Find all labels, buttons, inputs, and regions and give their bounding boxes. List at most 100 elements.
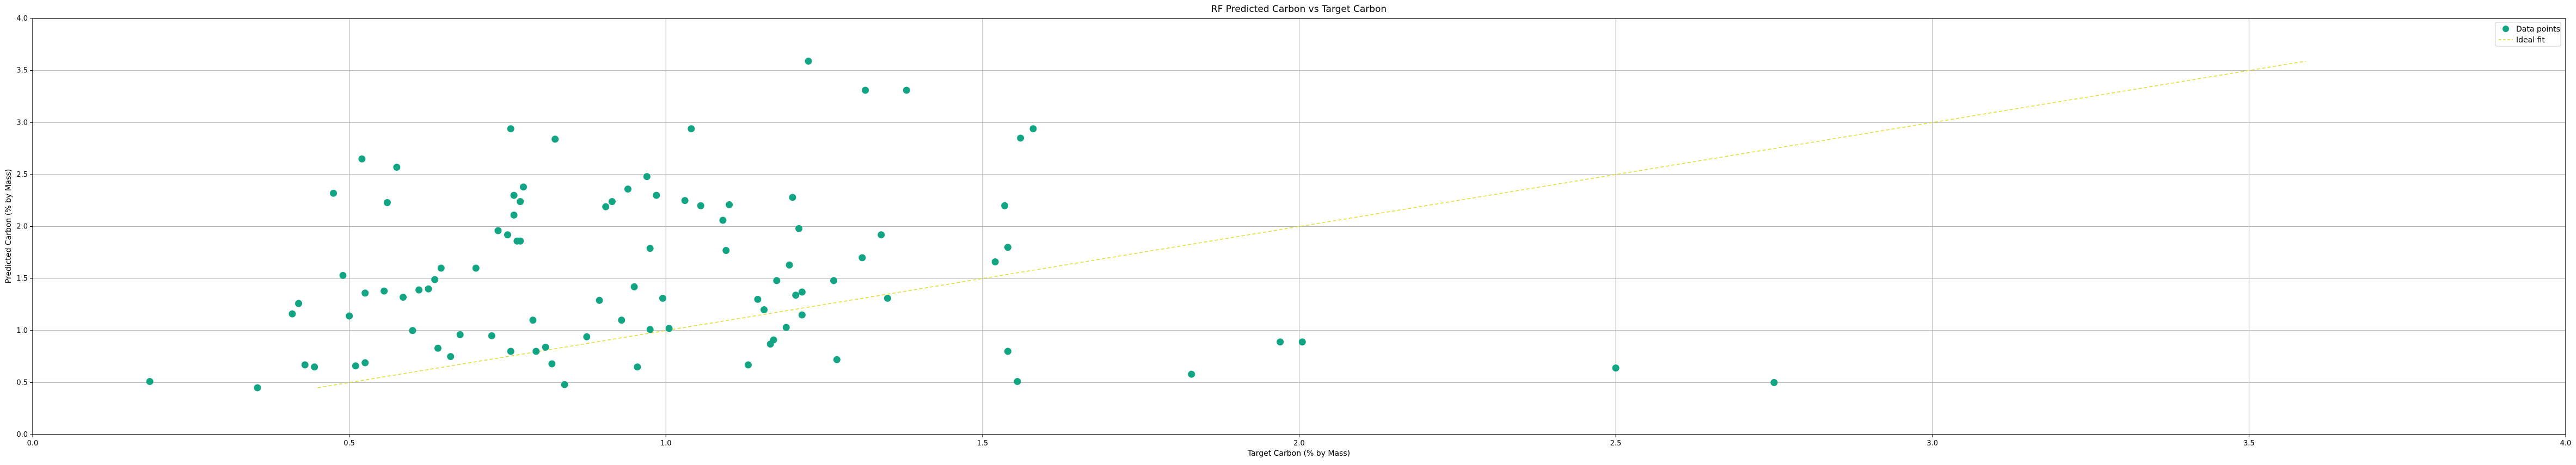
data-point (488, 332, 495, 339)
data-point (311, 363, 318, 371)
ideal-fit-layer (317, 60, 2307, 388)
data-point (744, 361, 752, 369)
data-point (754, 295, 762, 303)
data-point (653, 191, 660, 199)
data-point (494, 227, 502, 234)
x-tick-label: 1.0 (660, 439, 672, 448)
data-point (1188, 370, 1195, 378)
legend-ideal-label: Ideal fit (2516, 36, 2545, 45)
data-point (630, 283, 638, 290)
chart-title: RF Predicted Carbon vs Target Carbon (1211, 4, 1387, 15)
data-point (770, 336, 777, 344)
y-tick-label: 1.0 (16, 327, 28, 335)
data-point (681, 197, 689, 204)
x-tick-label: 4.0 (2560, 439, 2572, 448)
data-point (782, 324, 790, 331)
data-point (646, 245, 654, 252)
data-point (726, 201, 733, 208)
data-point (1001, 202, 1009, 209)
data-point (507, 125, 514, 133)
x-tick-label: 3.5 (2243, 439, 2255, 448)
data-point (532, 348, 540, 355)
y-tick-label: 4.0 (16, 15, 28, 23)
y-axis-ticks: 0.0 0.5 1.0 1.5 2.0 2.5 3.0 3.5 4.0 (16, 15, 33, 439)
data-point (1014, 377, 1021, 385)
data-point (760, 306, 768, 313)
data-point (602, 203, 610, 210)
data-point (146, 377, 154, 385)
data-point (358, 155, 366, 163)
data-point (289, 310, 296, 318)
data-point (688, 125, 695, 133)
data-point (624, 185, 631, 193)
ideal-fit-line (317, 60, 2307, 388)
data-point (858, 254, 866, 262)
y-tick-label: 2.0 (16, 223, 28, 231)
data-point (415, 286, 423, 294)
data-point (596, 296, 603, 304)
data-point (643, 173, 651, 181)
data-point (254, 384, 261, 392)
data-point (903, 86, 910, 94)
data-point (697, 202, 704, 209)
data-point (425, 285, 432, 293)
data-point (789, 194, 796, 201)
data-point (431, 276, 439, 283)
data-point (719, 216, 727, 224)
y-tick-label: 1.5 (16, 275, 28, 283)
data-point (542, 343, 549, 351)
data-point (862, 86, 869, 94)
y-tick-label: 3.5 (16, 67, 28, 75)
y-tick-label: 0.5 (16, 379, 28, 387)
legend: Data points Ideal fit (2495, 22, 2561, 47)
x-axis-ticks: 0.0 0.5 1.0 1.5 2.0 2.5 3.0 3.5 4.0 (27, 435, 2572, 448)
data-point (330, 189, 338, 197)
data-point (1277, 338, 1284, 346)
legend-points-label: Data points (2516, 25, 2560, 34)
data-point (510, 211, 518, 219)
data-point (447, 353, 455, 361)
x-tick-label: 0.5 (344, 439, 355, 448)
data-point (805, 57, 812, 65)
data-point (295, 300, 303, 307)
data-point (792, 292, 800, 299)
data-point (1017, 134, 1025, 142)
data-point (991, 258, 999, 266)
data-point (608, 198, 616, 206)
data-point (437, 264, 445, 272)
data-point (517, 237, 524, 245)
data-point (346, 312, 353, 320)
data-point (383, 199, 391, 207)
x-tick-label: 0.0 (27, 439, 39, 448)
data-point (529, 317, 537, 324)
data-point (722, 246, 730, 254)
data-points-layer (146, 57, 1778, 392)
data-point (618, 317, 625, 324)
data-point (301, 361, 309, 369)
data-point (1298, 338, 1306, 346)
data-point (798, 311, 806, 319)
data-point (393, 163, 401, 171)
data-point (634, 363, 641, 371)
legend-points-marker (2503, 26, 2509, 32)
data-point (786, 261, 793, 269)
data-point (472, 264, 480, 272)
data-point (507, 348, 514, 355)
data-point (583, 333, 591, 340)
x-axis-title: Target Carbon (% by Mass) (1247, 449, 1350, 458)
y-tick-label: 0.0 (16, 431, 28, 439)
data-point (551, 135, 559, 143)
data-point (520, 183, 528, 191)
data-point (456, 331, 464, 338)
x-tick-label: 2.0 (1293, 439, 1305, 448)
data-point (646, 326, 654, 333)
data-point (878, 231, 885, 239)
data-point (504, 231, 511, 239)
data-point (798, 288, 806, 296)
data-point (548, 360, 556, 368)
data-point (833, 356, 841, 363)
data-point (561, 381, 568, 388)
data-point (400, 294, 407, 301)
data-point (1029, 125, 1037, 133)
